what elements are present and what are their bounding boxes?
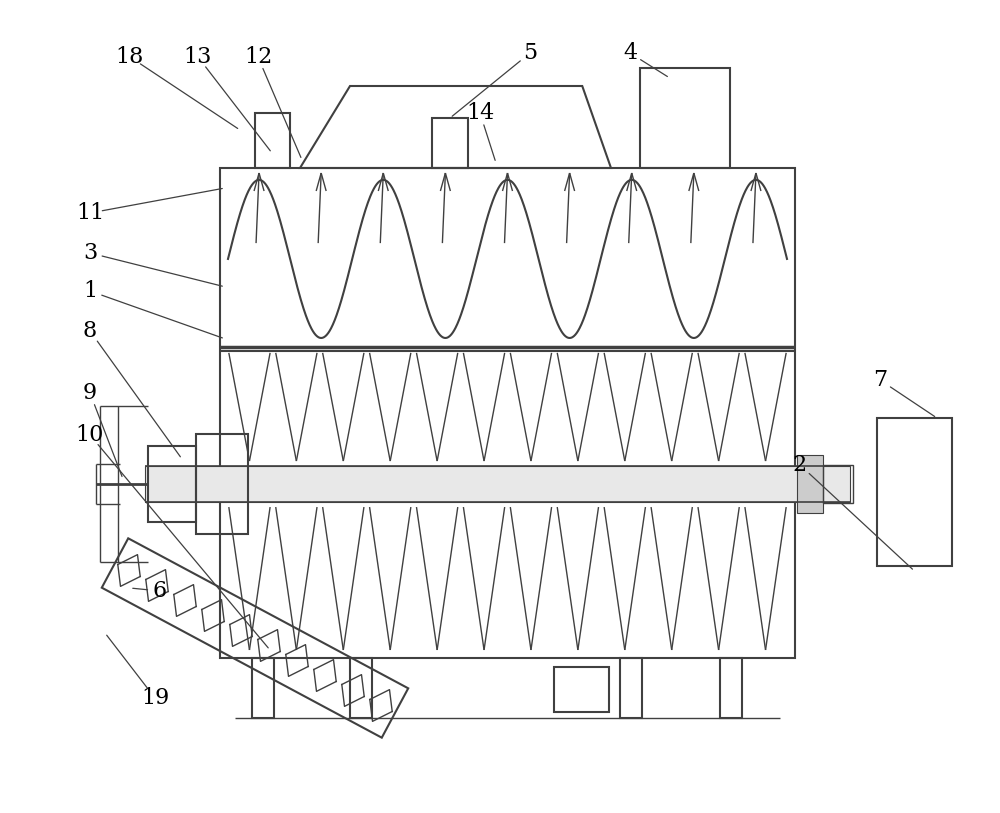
Text: 6: 6 [153,580,167,602]
Text: 8: 8 [83,320,97,342]
Text: 7: 7 [873,369,887,391]
Bar [255,113,290,168]
Bar [196,434,248,534]
Text: 3: 3 [83,242,97,264]
Bar [252,658,274,718]
Bar [432,118,468,168]
Bar [823,465,853,503]
Bar [148,446,196,522]
Bar [640,68,730,168]
Bar [797,455,823,513]
Text: 18: 18 [116,46,144,68]
Bar [554,667,608,712]
Text: 9: 9 [83,382,97,404]
Text: 4: 4 [623,42,637,64]
Text: 19: 19 [141,687,169,709]
Text: 2: 2 [793,454,807,476]
Bar [350,658,372,718]
Bar [220,168,795,658]
Bar [620,658,642,718]
Text: 12: 12 [244,46,272,68]
Text: 5: 5 [523,42,537,64]
Bar [877,418,952,566]
Text: 11: 11 [76,202,104,224]
Text: 13: 13 [184,46,212,68]
Bar [720,658,742,718]
Text: 1: 1 [83,280,97,302]
Text: 10: 10 [76,424,104,446]
Text: 14: 14 [466,102,494,124]
Bar [145,466,850,502]
